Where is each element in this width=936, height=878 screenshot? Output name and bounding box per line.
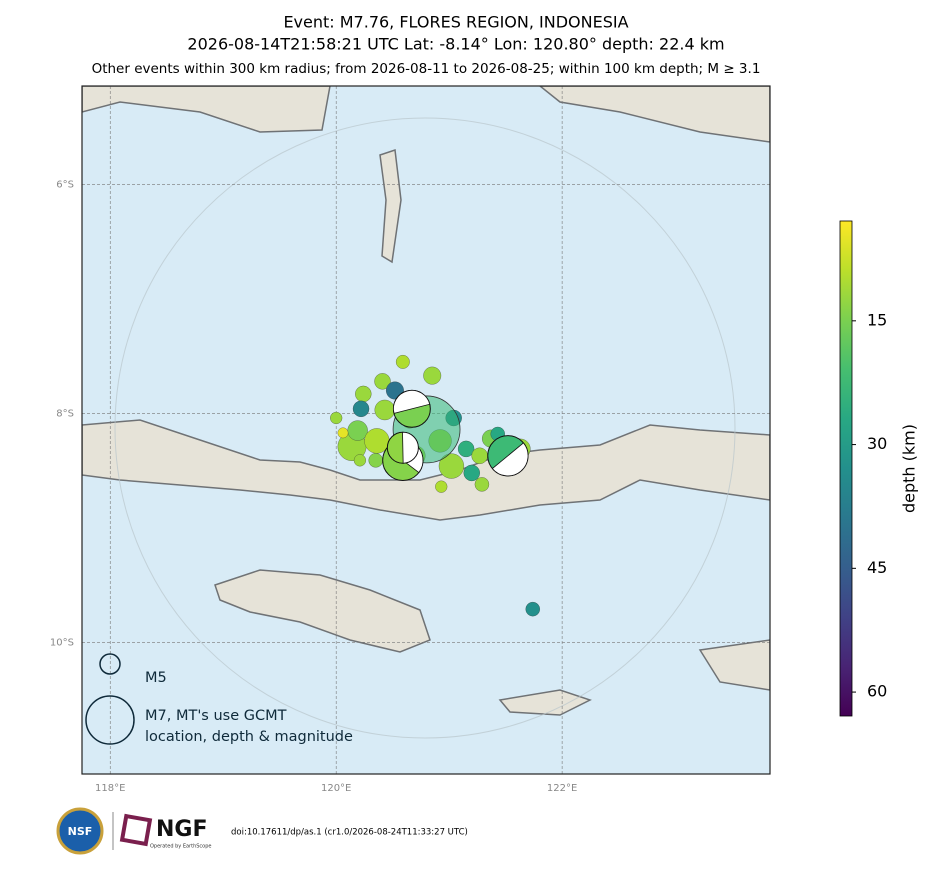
map-frame [81,85,771,775]
event [374,399,395,421]
colorbar-tick-label: 30 [867,434,887,453]
legend-label: M7, MT's use GCMT [145,708,287,724]
footer: NSF NGF Operated by EarthScope doi:10.17… [56,807,468,855]
y-tick-label: 6°S [56,179,74,190]
ngf-sub: Operated by EarthScope [150,844,211,850]
event [438,453,465,479]
legend-symbol [99,653,121,675]
colorbar-tick-label: 60 [867,682,887,701]
y-tick-label: 10°S [50,637,74,648]
land [82,86,331,133]
event [395,354,410,369]
nsf-logo [56,807,104,855]
event [355,385,372,403]
event [352,400,370,418]
doi: doi:10.17611/dp/as.1 (cr1.0/2026-08-24T1… [231,828,468,838]
subtitle: 2026-08-14T21:58:21 UTC Lat: -8.14° Lon:… [187,35,724,54]
land [379,148,402,264]
land [214,569,431,653]
event [337,427,349,439]
land [82,419,770,521]
map-area [82,86,770,774]
x-tick-label: 118°E [95,783,125,794]
colorbar [839,220,853,717]
x-tick-label: 122°E [547,783,577,794]
event [330,411,343,425]
legend-symbol [85,695,135,745]
ngf-logo: NGF [156,817,208,842]
legend-label: location, depth & magnitude [145,729,353,745]
event [435,480,448,493]
event [368,453,383,468]
event [471,447,488,464]
colorbar-tick-label: 45 [867,558,887,577]
event [374,373,391,390]
event [474,477,490,492]
event [457,440,475,458]
nsf-text: NSF [68,825,93,838]
note: Other events within 300 km radius; from … [92,61,761,77]
land [498,689,592,716]
event [347,420,368,441]
x-tick-label: 120°E [321,783,351,794]
event [423,366,442,385]
land [698,639,770,691]
colorbar-label: depth (km) [900,424,919,513]
title: Event: M7.76, FLORES REGION, INDONESIA [283,13,628,32]
beachball-half [402,431,419,464]
y-tick-label: 8°S [56,408,74,419]
legend-label: M5 [145,670,167,686]
radius-circle [114,117,736,739]
beachball-half [491,442,529,477]
event [463,464,480,482]
ngf-mark [119,813,153,847]
land [538,86,770,143]
event [525,601,540,617]
colorbar-tick-label: 15 [867,310,887,329]
event [353,454,366,467]
beachball-half [393,390,431,414]
